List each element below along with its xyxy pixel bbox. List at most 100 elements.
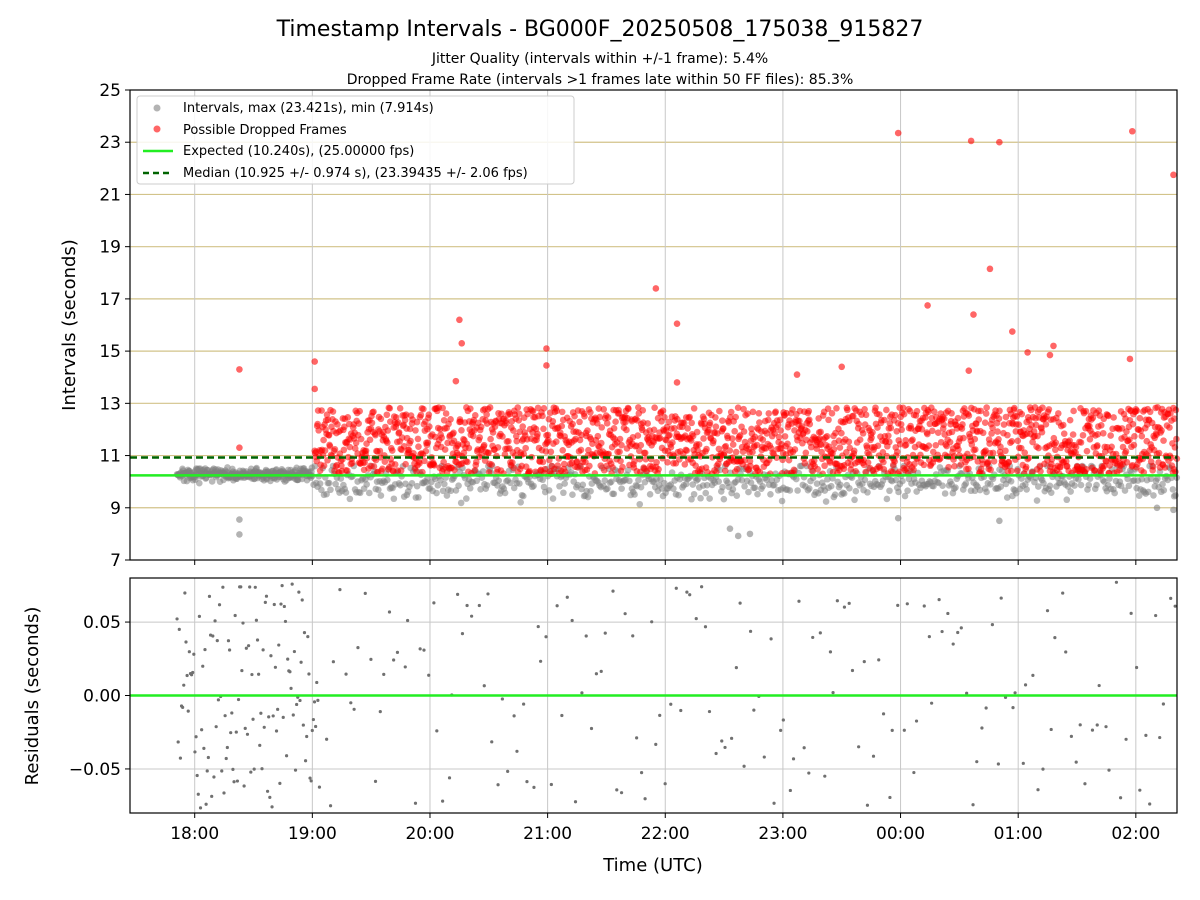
residual-point [477, 603, 481, 608]
dropped-frame-point [464, 458, 471, 466]
dropped-frame-point [623, 426, 630, 434]
dropped-frame-point [1138, 432, 1146, 440]
interval-point [726, 525, 734, 532]
interval-point [733, 492, 741, 499]
dropped-frame-point [311, 385, 318, 393]
residual-point [486, 592, 490, 596]
interval-point [1153, 504, 1161, 512]
intervals-x-ticks [194, 560, 1137, 565]
residual-point [184, 640, 188, 644]
dropped-frame-point [862, 411, 870, 419]
dropped-frame-point [458, 339, 466, 347]
residual-point [862, 659, 866, 664]
dropped-frame-point [539, 412, 546, 420]
dropped-frame-point [388, 447, 396, 454]
dropped-frame-point [534, 430, 541, 438]
interval-point [479, 468, 487, 475]
interval-point [332, 480, 339, 488]
dropped-frame-point [705, 426, 712, 434]
dropped-frame-point [370, 463, 378, 470]
interval-point [539, 476, 546, 484]
dropped-frame-point [440, 458, 447, 466]
dropped-frame-point [547, 448, 555, 456]
dropped-frame-point [587, 409, 594, 416]
residual-point [250, 672, 254, 677]
residual-point [539, 659, 543, 663]
residual-point [1064, 650, 1068, 654]
dropped-frame-point [476, 434, 484, 441]
residual-point [881, 712, 886, 716]
dropped-frame-point [911, 460, 918, 468]
dropped-frame-point [1091, 467, 1099, 474]
residual-point [482, 684, 486, 688]
dropped-frame-point [801, 459, 809, 467]
interval-point [466, 484, 474, 492]
dropped-frame-point [1171, 415, 1178, 422]
residual-point [363, 591, 367, 596]
residual-point [264, 594, 269, 598]
interval-point [1077, 481, 1085, 489]
residual-point [584, 634, 588, 638]
interval-point [805, 485, 813, 492]
dropped-frame-point [833, 404, 840, 412]
dropped-frame-point [362, 447, 370, 454]
dropped-frame-point [876, 411, 883, 418]
dropped-frame-point [791, 446, 799, 453]
dropped-frame-point [753, 441, 761, 449]
residual-point [306, 635, 310, 639]
residual-point [195, 773, 199, 778]
dropped-frame-point [1038, 428, 1046, 436]
interval-point [786, 487, 794, 494]
dropped-frame-point [1155, 449, 1163, 457]
dropped-frame-point [844, 406, 851, 414]
interval-point [439, 487, 447, 495]
residual-point [270, 805, 274, 809]
interval-point [759, 483, 766, 490]
dropped-frame-point [960, 434, 967, 442]
dropped-frame-point [751, 433, 759, 441]
residual-point [248, 585, 252, 589]
dropped-frame-point [320, 462, 328, 470]
interval-point [962, 480, 970, 487]
dropped-frame-point [664, 459, 671, 466]
dropped-frame-point [494, 444, 502, 451]
dropped-frame-point [681, 461, 689, 468]
residual-point [395, 650, 400, 654]
dropped-frame-point [515, 410, 523, 418]
residual-point [193, 750, 197, 754]
dropped-frame-point [416, 460, 423, 467]
interval-point [646, 491, 654, 498]
residual-point [255, 638, 260, 642]
dropped-frame-point [838, 429, 845, 437]
residual-point [927, 635, 931, 639]
dropped-frame-point [669, 439, 676, 446]
residual-point [506, 769, 510, 774]
dropped-frame-point [720, 449, 728, 457]
interval-point [483, 482, 491, 489]
residual-point [912, 770, 916, 775]
interval-point [584, 493, 592, 501]
dropped-frame-point [894, 129, 902, 137]
dropped-frame-point [576, 436, 584, 444]
dropped-frame-point [720, 425, 727, 432]
dropped-frame-point [809, 467, 817, 475]
residual-point [1090, 728, 1095, 732]
dropped-frame-point [813, 445, 820, 453]
residual-point [456, 592, 460, 596]
interval-point [1085, 481, 1093, 489]
residual-point [315, 680, 319, 685]
residual-point [441, 799, 445, 803]
residual-point [265, 789, 270, 793]
dropped-frame-point [864, 459, 872, 466]
dropped-frame-point [1167, 410, 1174, 417]
interval-point [822, 498, 830, 505]
interval-point [734, 532, 742, 540]
dropped-frame-point [661, 413, 668, 421]
dropped-frame-point [895, 468, 903, 476]
residual-point [198, 806, 203, 810]
residual-point [392, 658, 396, 662]
interval-point [549, 495, 557, 502]
dropped-frame-point [733, 465, 741, 473]
residual-point [257, 672, 261, 676]
